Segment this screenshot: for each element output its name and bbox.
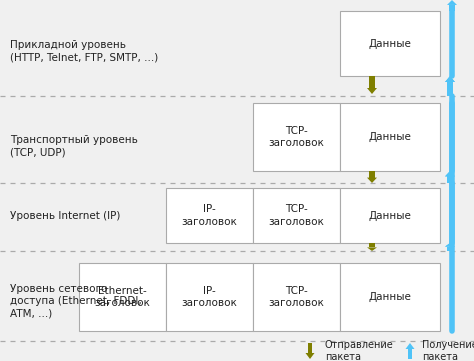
- Bar: [166, 263, 253, 331]
- Polygon shape: [445, 76, 455, 82]
- Text: Ethernet-
заголовок: Ethernet- заголовок: [94, 286, 150, 308]
- Bar: [253, 103, 340, 171]
- Polygon shape: [367, 247, 377, 251]
- Bar: [340, 11, 440, 76]
- Polygon shape: [405, 343, 414, 349]
- Bar: [166, 188, 253, 243]
- Bar: [253, 263, 340, 331]
- Bar: [369, 243, 375, 247]
- Bar: [408, 349, 412, 359]
- Text: Данные: Данные: [369, 292, 411, 302]
- Text: Транспортный уровень
(TCP, UDP): Транспортный уровень (TCP, UDP): [10, 135, 138, 157]
- Text: IP-
заголовок: IP- заголовок: [182, 286, 237, 308]
- Polygon shape: [306, 353, 315, 359]
- Bar: [340, 263, 440, 331]
- Bar: [340, 188, 440, 243]
- Bar: [447, 82, 453, 96]
- Polygon shape: [447, 0, 457, 5]
- Text: Отправление
пакета: Отправление пакета: [325, 340, 394, 361]
- Bar: [369, 171, 375, 178]
- Text: Прикладной уровень
(HTTP, Telnet, FTP, SMTP, ...): Прикладной уровень (HTTP, Telnet, FTP, S…: [10, 40, 158, 62]
- Polygon shape: [445, 171, 455, 177]
- Polygon shape: [367, 178, 377, 183]
- Text: Получение
пакета: Получение пакета: [422, 340, 474, 361]
- Bar: [79, 263, 166, 331]
- Polygon shape: [445, 171, 455, 177]
- Text: Данные: Данные: [369, 132, 411, 142]
- Bar: [447, 177, 453, 183]
- Bar: [447, 247, 453, 251]
- Bar: [340, 103, 440, 171]
- Polygon shape: [367, 88, 377, 94]
- Bar: [447, 82, 453, 96]
- Text: TCP-
заголовок: TCP- заголовок: [269, 286, 324, 308]
- Text: TCP-
заголовок: TCP- заголовок: [269, 204, 324, 227]
- Bar: [308, 343, 312, 353]
- Text: TCP-
заголовок: TCP- заголовок: [269, 126, 324, 148]
- Bar: [449, 5, 455, 11]
- Text: IP-
заголовок: IP- заголовок: [182, 204, 237, 227]
- Text: Уровень сетевого
доступа (Ethernet, FDDI,
ATM, ...): Уровень сетевого доступа (Ethernet, FDDI…: [10, 284, 142, 318]
- Bar: [447, 177, 453, 183]
- Text: Данные: Данные: [369, 210, 411, 221]
- Polygon shape: [445, 243, 455, 247]
- Polygon shape: [445, 76, 455, 82]
- Bar: [447, 247, 453, 251]
- Text: Уровень Internet (IP): Уровень Internet (IP): [10, 211, 120, 221]
- Text: Данные: Данные: [369, 39, 411, 48]
- Polygon shape: [445, 243, 455, 247]
- Bar: [253, 188, 340, 243]
- Bar: [369, 76, 375, 88]
